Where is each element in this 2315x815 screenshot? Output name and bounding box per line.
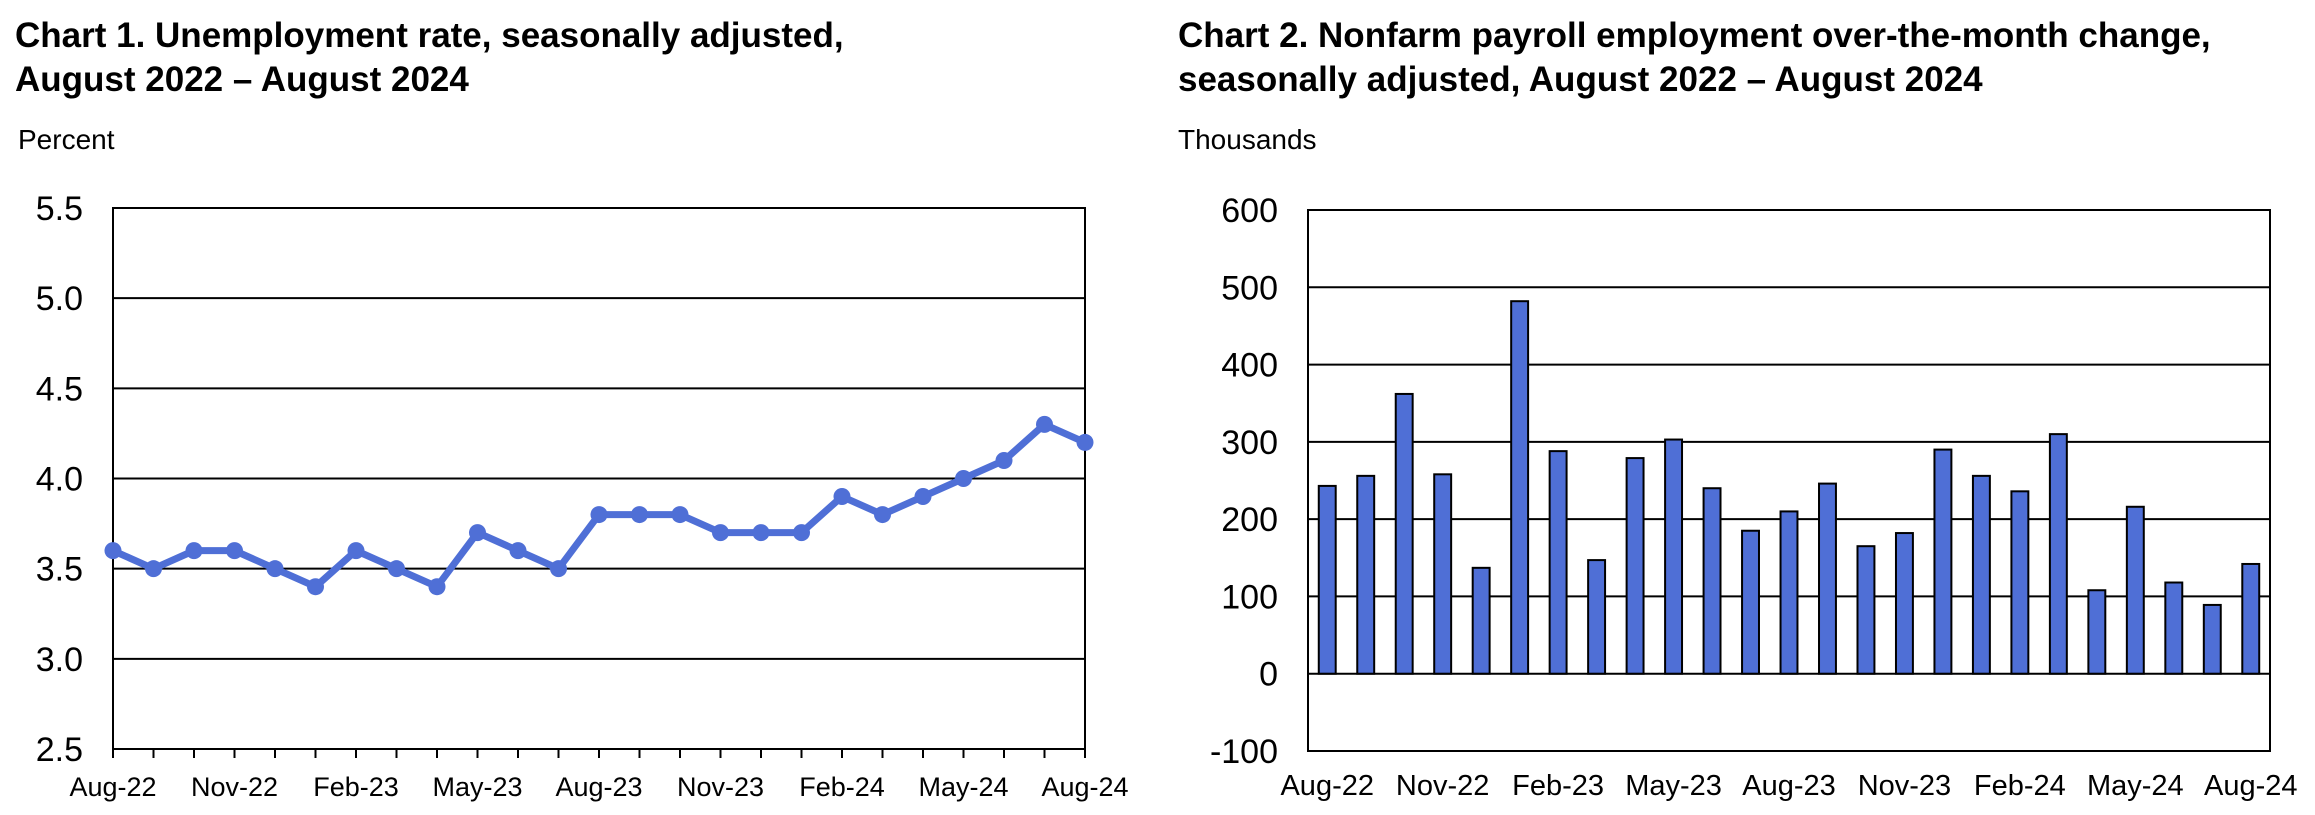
data-point <box>428 578 446 596</box>
x-tick-label: Nov-23 <box>1858 770 1952 802</box>
data-point <box>590 506 608 524</box>
payroll-bar <box>2087 589 2107 675</box>
data-point <box>793 524 810 542</box>
data-point <box>914 488 932 506</box>
payroll-bar <box>1933 448 1953 675</box>
payroll-bar <box>2202 603 2222 675</box>
payroll-bar <box>1741 529 1760 675</box>
chart2-title-line1: Chart 2. Nonfarm payroll employment over… <box>1178 16 2211 55</box>
y-tick-label: 0 <box>1259 656 1278 694</box>
chart1-unit-label: Percent <box>18 124 115 155</box>
y-tick-label: 600 <box>1221 192 1278 230</box>
payroll-bar <box>1394 392 1414 675</box>
data-point <box>671 506 689 524</box>
payroll-bar <box>1433 473 1453 675</box>
payroll-bar <box>1587 559 1607 675</box>
data-point <box>550 560 567 578</box>
chart2-unit-label: Thousands <box>1178 124 1317 155</box>
data-point <box>631 506 648 524</box>
data-point <box>995 451 1013 469</box>
payroll-bar <box>1818 482 1837 675</box>
y-tick-label: 3.0 <box>36 641 83 679</box>
y-tick-label: 300 <box>1221 424 1278 462</box>
payroll-bar <box>2010 490 2030 675</box>
data-point <box>874 506 891 524</box>
data-point <box>1076 433 1094 451</box>
data-point <box>347 542 365 560</box>
data-point <box>307 578 324 596</box>
data-point <box>1036 415 1053 433</box>
data-point <box>955 470 972 487</box>
x-tick-label: Nov-23 <box>677 772 764 802</box>
chart2-title-line2: seasonally adjusted, August 2022 – Augus… <box>1178 60 1983 99</box>
x-tick-label: Feb-24 <box>799 772 885 802</box>
payroll-bar <box>1779 510 1799 675</box>
x-tick-label: Aug-22 <box>1280 770 1374 802</box>
x-tick-label: Aug-23 <box>1742 770 1836 802</box>
x-tick-label: Feb-23 <box>1512 770 1604 802</box>
chart1-title-line2: August 2022 – August 2024 <box>15 60 469 99</box>
y-tick-label: 100 <box>1221 578 1278 616</box>
payroll-bar <box>2164 581 2184 675</box>
payroll-bar <box>1471 566 1491 675</box>
x-tick-label: Aug-24 <box>2204 770 2298 802</box>
payroll-bar <box>1971 474 1991 675</box>
data-point <box>185 542 203 560</box>
payroll-bar <box>1317 484 1337 675</box>
payroll-bar <box>1510 300 1530 675</box>
data-point <box>388 560 405 578</box>
payroll-bar <box>1664 438 1684 675</box>
y-tick-label: -100 <box>1210 733 1278 771</box>
payroll-bar <box>1702 487 1722 675</box>
y-tick-label: 4.5 <box>36 370 83 408</box>
data-point <box>145 560 162 578</box>
chart1-title-line1: Chart 1. Unemployment rate, seasonally a… <box>15 16 844 55</box>
y-tick-label: 500 <box>1221 269 1278 307</box>
data-point <box>266 560 284 578</box>
x-tick-label: May-24 <box>2087 770 2184 802</box>
unemployment-line-chart: 2.5 3.0 3.5 4.0 4.5 5.0 5.5 Aug-22 Nov-22 Feb-23 M… <box>36 190 1129 802</box>
payroll-bar <box>1548 450 1568 675</box>
payroll-bar <box>1856 545 1876 675</box>
payroll-bar <box>1894 532 1914 675</box>
x-tick-label: Nov-22 <box>191 772 278 802</box>
x-tick-label: Feb-24 <box>1974 770 2066 802</box>
data-point <box>104 542 122 560</box>
x-tick-label: Aug-23 <box>555 772 642 802</box>
x-tick-label: Aug-22 <box>69 772 156 802</box>
y-tick-label: 5.5 <box>36 190 83 228</box>
y-tick-label: 3.5 <box>36 551 83 589</box>
x-tick-label: May-23 <box>1625 770 1722 802</box>
x-tick-label: Feb-23 <box>313 772 399 802</box>
data-point <box>469 524 486 542</box>
x-tick-label: Aug-24 <box>1041 772 1128 802</box>
x-tick-label: May-24 <box>918 772 1008 802</box>
data-point <box>752 524 770 542</box>
payroll-bar <box>2125 505 2145 675</box>
y-tick-label: 4.0 <box>36 461 83 499</box>
payroll-bar <box>2048 433 2068 675</box>
payroll-bar <box>2241 562 2261 675</box>
data-point <box>226 542 243 560</box>
y-tick-label: 400 <box>1221 347 1278 385</box>
y-tick-label: 5.0 <box>36 280 83 318</box>
data-point <box>509 542 527 560</box>
payroll-bar <box>1625 457 1645 675</box>
y-tick-label: 2.5 <box>36 731 83 769</box>
x-tick-label: Nov-22 <box>1396 770 1490 802</box>
y-tick-label: 200 <box>1221 501 1278 539</box>
data-point <box>712 524 729 542</box>
x-tick-label: May-23 <box>432 772 522 802</box>
payroll-bar <box>1356 474 1376 675</box>
data-point <box>833 488 851 506</box>
plot-area-frame <box>1307 209 2271 752</box>
